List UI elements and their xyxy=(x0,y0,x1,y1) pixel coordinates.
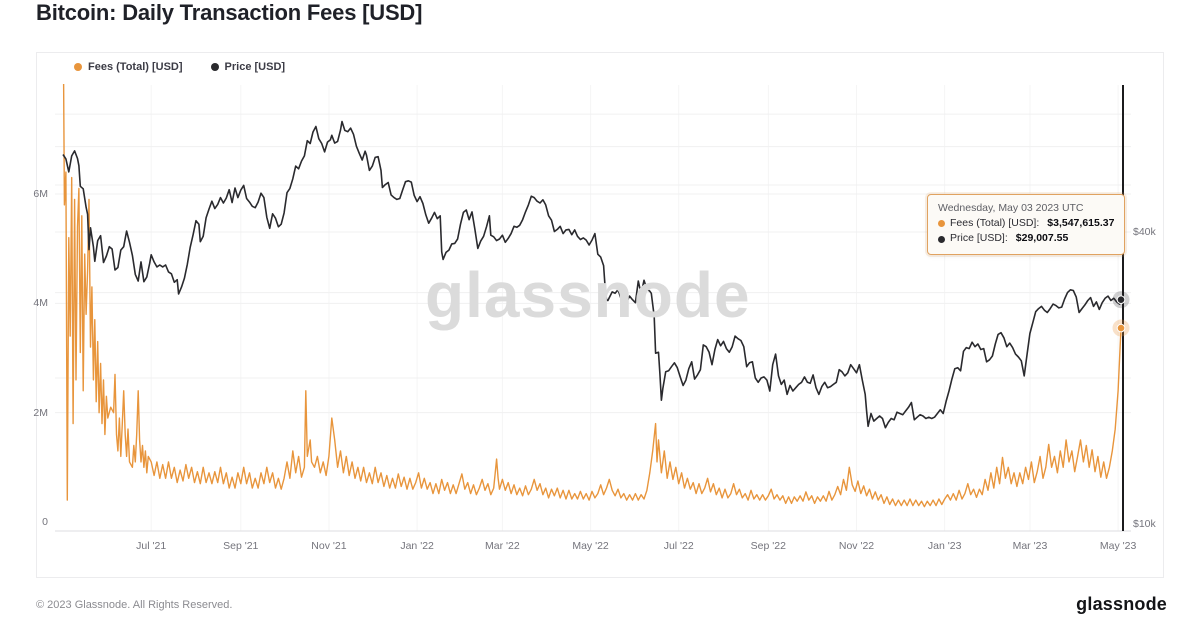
x-axis-tick: Jul '21 xyxy=(136,540,167,552)
x-axis-tick: May '22 xyxy=(572,540,609,552)
left-axis-tick: 4M xyxy=(33,297,48,310)
x-axis-tick: May '23 xyxy=(1099,540,1137,552)
tooltip-price-label: Price [USD]: xyxy=(950,232,1008,245)
tooltip-date: Wednesday, May 03 2023 UTC xyxy=(938,202,1084,214)
price-line xyxy=(62,120,1122,429)
x-axis-tick: Jul '22 xyxy=(663,540,694,552)
legend-item-fees[interactable]: Fees (Total) [USD] xyxy=(74,61,183,73)
glassnode-watermark: glassnode xyxy=(425,259,751,331)
fees-series-dot-icon xyxy=(938,220,945,228)
chart-card xyxy=(36,52,1164,578)
tooltip-fees-row: Fees (Total) [USD]: $3,547,615.37 xyxy=(938,216,1114,231)
left-axis-tick: 0 xyxy=(42,516,48,528)
tooltip-fees-label: Fees (Total) [USD]: xyxy=(950,217,1040,230)
right-axis-tick: $10k xyxy=(1133,518,1156,530)
left-axis-tick: 6M xyxy=(33,187,48,200)
fees-point-marker xyxy=(1116,323,1126,333)
page-title: Bitcoin: Daily Transaction Fees [USD] xyxy=(36,0,423,25)
x-axis-tick: Jan '23 xyxy=(927,540,962,552)
x-axis-tick: Jan '22 xyxy=(400,540,434,552)
fees-line xyxy=(62,84,1122,508)
price-series-dot-icon xyxy=(938,235,945,243)
x-axis-tick: Nov '22 xyxy=(838,540,875,552)
glassnode-logo: glassnode xyxy=(1076,594,1167,614)
legend-label-price: Price [USD] xyxy=(224,61,286,73)
legend-item-price[interactable]: Price [USD] xyxy=(210,61,286,73)
price-series-dot-icon xyxy=(210,63,219,71)
x-axis-tick: Sep '22 xyxy=(750,540,786,552)
fees-series-dot-icon xyxy=(74,63,82,71)
chart-tooltip: Wednesday, May 03 2023 UTC Fees (Total) … xyxy=(927,194,1126,255)
x-axis-tick: Nov '21 xyxy=(311,540,347,552)
right-axis-tick: $40k xyxy=(1133,226,1156,238)
x-axis-tick: Sep '21 xyxy=(223,540,259,552)
tooltip-fees-value: $3,547,615.37 xyxy=(1047,217,1115,230)
legend-label-fees: Fees (Total) [USD] xyxy=(88,61,183,73)
copyright-text: © 2023 Glassnode. All Rights Reserved. xyxy=(36,599,233,611)
chart-legend: Fees (Total) [USD] Price [USD] xyxy=(74,61,285,73)
tooltip-price-value: $29,007.55 xyxy=(1015,232,1069,245)
tooltip-price-row: Price [USD]: $29,007.55 xyxy=(938,231,1114,246)
x-axis-tick: Mar '22 xyxy=(485,540,520,552)
x-axis-tick: Mar '23 xyxy=(1012,540,1048,552)
left-axis-tick: 2M xyxy=(33,406,48,419)
price-point-marker xyxy=(1116,295,1126,304)
